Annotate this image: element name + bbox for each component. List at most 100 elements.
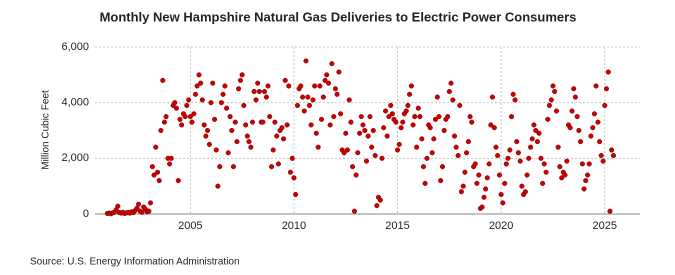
data-point bbox=[569, 108, 575, 114]
data-point bbox=[598, 153, 604, 159]
data-point bbox=[367, 114, 373, 120]
data-point bbox=[553, 108, 560, 114]
data-point bbox=[149, 164, 155, 170]
plot-area bbox=[95, 47, 640, 214]
data-point bbox=[175, 178, 181, 184]
data-point bbox=[519, 183, 525, 189]
chart-title: Monthly New Hampshire Natural Gas Delive… bbox=[100, 9, 577, 24]
data-point bbox=[147, 200, 154, 206]
y-axis-label: Million Cubic Feet bbox=[41, 90, 52, 170]
data-point bbox=[324, 72, 330, 78]
data-point bbox=[182, 114, 188, 120]
data-point bbox=[502, 180, 508, 186]
data-point bbox=[400, 119, 406, 125]
data-point bbox=[270, 147, 276, 153]
data-point bbox=[379, 155, 385, 161]
data-point bbox=[236, 86, 242, 92]
y-tick-label: 4,000 bbox=[61, 97, 89, 109]
data-point bbox=[225, 150, 231, 156]
data-point bbox=[609, 147, 615, 153]
data-point bbox=[579, 161, 585, 167]
data-point bbox=[462, 169, 468, 175]
data-point bbox=[450, 97, 456, 103]
data-point bbox=[420, 164, 427, 170]
data-point bbox=[189, 119, 195, 125]
data-point bbox=[346, 97, 352, 103]
data-point bbox=[600, 158, 606, 164]
data-point bbox=[204, 127, 211, 134]
data-point bbox=[192, 91, 199, 97]
data-point bbox=[294, 102, 301, 108]
data-point bbox=[540, 180, 546, 186]
data-point bbox=[213, 147, 219, 153]
data-point bbox=[318, 116, 325, 122]
data-point bbox=[249, 119, 256, 125]
data-point bbox=[431, 136, 437, 142]
data-point bbox=[572, 94, 578, 100]
data-point bbox=[571, 86, 577, 92]
data-point bbox=[610, 153, 617, 159]
data-point bbox=[486, 161, 492, 167]
data-point bbox=[186, 97, 192, 103]
data-point bbox=[381, 125, 387, 131]
data-point bbox=[177, 116, 183, 122]
data-point bbox=[441, 127, 447, 134]
data-point bbox=[590, 125, 596, 131]
data-point bbox=[194, 83, 200, 89]
data-point bbox=[453, 144, 459, 150]
data-point bbox=[293, 191, 299, 198]
data-point bbox=[344, 147, 350, 153]
data-point bbox=[310, 97, 316, 103]
data-point bbox=[291, 175, 297, 181]
data-point bbox=[167, 161, 173, 167]
data-point bbox=[533, 127, 539, 134]
data-point bbox=[434, 94, 440, 100]
data-point bbox=[286, 83, 292, 89]
data-point bbox=[457, 102, 463, 108]
data-point bbox=[261, 88, 268, 95]
data-point bbox=[489, 94, 496, 100]
data-point bbox=[338, 111, 344, 117]
data-point bbox=[524, 172, 530, 178]
data-point bbox=[597, 139, 603, 145]
data-point bbox=[365, 133, 371, 139]
data-point bbox=[168, 155, 174, 161]
data-point bbox=[541, 161, 547, 167]
data-point bbox=[281, 136, 287, 142]
data-point bbox=[332, 86, 338, 92]
data-point bbox=[465, 139, 471, 145]
data-point bbox=[208, 100, 214, 106]
data-point bbox=[158, 127, 164, 134]
data-point bbox=[155, 169, 161, 175]
source-note: Source: U.S. Energy Information Administ… bbox=[30, 257, 240, 268]
data-point bbox=[602, 102, 608, 108]
data-point bbox=[115, 203, 121, 209]
data-point bbox=[484, 175, 490, 181]
data-point bbox=[370, 127, 376, 134]
data-point bbox=[483, 186, 489, 192]
data-point bbox=[585, 172, 591, 178]
data-point bbox=[432, 116, 439, 122]
x-tick-label: 2020 bbox=[489, 220, 513, 232]
data-point bbox=[313, 130, 319, 136]
data-point bbox=[591, 111, 597, 117]
data-point bbox=[493, 144, 499, 150]
data-point bbox=[227, 114, 233, 120]
data-point bbox=[151, 172, 157, 178]
data-point bbox=[334, 91, 340, 97]
data-point bbox=[545, 116, 551, 122]
data-point bbox=[282, 77, 288, 83]
data-point bbox=[341, 150, 347, 156]
data-point bbox=[429, 150, 435, 156]
data-point bbox=[327, 122, 333, 128]
data-point bbox=[355, 150, 361, 156]
data-point bbox=[210, 80, 216, 86]
data-point bbox=[224, 105, 230, 111]
data-point bbox=[536, 130, 542, 136]
data-point bbox=[351, 208, 357, 214]
data-point bbox=[436, 114, 442, 120]
data-point bbox=[538, 155, 544, 161]
data-point bbox=[605, 69, 611, 75]
data-point bbox=[246, 139, 252, 145]
